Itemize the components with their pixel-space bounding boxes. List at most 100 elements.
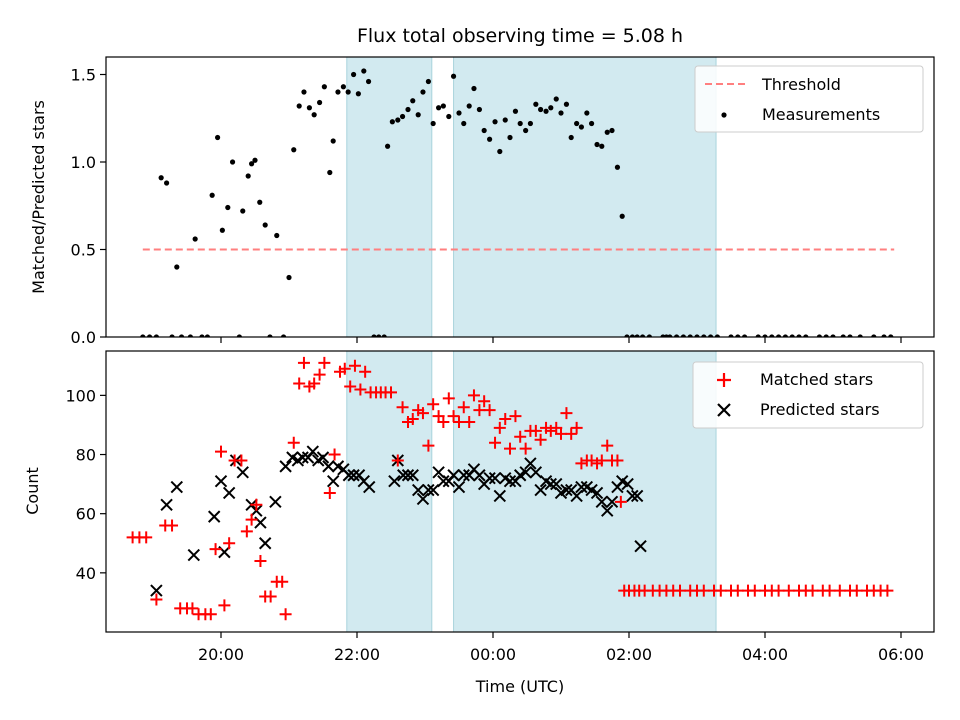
measurement-point [527,120,534,127]
measurement-point [252,157,258,163]
measurement-point [345,89,351,95]
measurement-point [604,129,610,135]
predicted-star-point [363,480,376,494]
legend-measurements-swatch [721,112,727,118]
predicted-star-point [488,471,502,485]
predicted-star-point [160,498,173,512]
bottom-y-axis-title: Count [23,467,42,515]
matched-star-point [782,584,795,597]
matched-star-point [348,359,361,372]
matched-star-point [287,436,300,449]
matched-star-point [489,436,502,449]
measurement-point [192,236,198,242]
bottom-plot-area [126,351,894,632]
predicted-star-point [296,451,309,464]
matched-star-point [509,410,522,423]
matched-star-point [514,430,527,443]
bottom-legend-box [692,361,924,429]
matched-star-point [245,513,258,526]
observing-window-2 [453,57,717,337]
measurement-point [153,334,159,337]
measurement-point [694,334,700,337]
measurement-point [667,334,673,337]
measurement-point [735,334,741,337]
measurement-point [236,334,242,337]
measurement-point [574,120,580,127]
matched-star-point [396,401,409,414]
predicted-star-point [452,480,466,494]
legend-predicted-label: Predicted stars [760,400,880,419]
chart-title: Flux total observing time = 5.08 h [357,25,683,47]
measurement-point [389,119,395,125]
matched-star-point [406,413,419,426]
matched-star-point [714,584,727,597]
measurement-point [609,127,615,134]
matched-star-point [614,495,627,508]
measurement-point [680,334,686,337]
measurement-point [286,274,292,281]
matched-star-point [473,404,486,417]
measurement-point [629,334,635,337]
top-plot-area [140,57,895,337]
predicted-star-point [601,504,614,517]
measurement-point [614,164,621,170]
matched-star-point [385,386,397,399]
top-axes-frame [105,56,935,338]
matched-star-point [499,413,512,426]
matched-star-point [850,584,863,597]
predicted-star-point [447,469,460,482]
measurement-point [355,91,361,97]
matched-star-point [250,498,263,511]
matched-star-point [416,407,429,420]
measurement-point [395,117,401,123]
predicted-star-point [388,474,401,488]
measurement-point [147,334,153,337]
matched-star-point [166,519,179,532]
matched-star-point [186,602,199,615]
matched-star-point [293,377,306,390]
measurement-point [365,78,372,85]
measurement-point [847,334,853,337]
measurement-point [257,199,263,205]
predicted-star-point [524,457,537,470]
measurement-point [471,85,477,92]
measurement-point [351,71,357,78]
measurement-point [169,334,175,337]
matched-star-point [140,531,153,544]
matched-star-point [570,421,583,434]
predicted-star-point [236,466,249,479]
measurement-point [640,334,646,337]
predicted-star-point [595,495,609,509]
measurement-point [327,169,333,176]
matched-star-point [276,575,289,588]
measurement-point [420,89,426,95]
predicted-star-point [207,510,221,523]
predicted-star-point [269,495,282,509]
measurement-point [502,117,508,123]
matched-star-point [504,442,516,455]
measurement-point [301,89,307,95]
matched-star-point [467,389,480,402]
measurement-point [871,334,877,337]
matched-star-point [442,392,455,405]
measurement-point [340,84,346,90]
matched-star-point [585,454,598,467]
measurement-point [803,334,809,337]
predicted-star-point [306,445,320,458]
matched-star-point [323,486,336,499]
matched-star-point [544,424,557,437]
measurement-point [215,134,221,141]
measurement-point [634,334,640,337]
measurement-point [619,213,625,219]
predicted-star-point [605,495,619,509]
top-y-tick-label: 0.5 [71,241,96,260]
measurement-point [262,222,268,228]
ratio-panel: 0.0 0.5 1.0 1.5 [71,56,935,347]
predicted-star-point [570,489,583,503]
measurement-point [584,110,590,116]
measurement-point [888,334,894,337]
predicted-star-point [529,466,543,479]
measurement-point [174,264,180,270]
measurement-point [701,334,707,337]
